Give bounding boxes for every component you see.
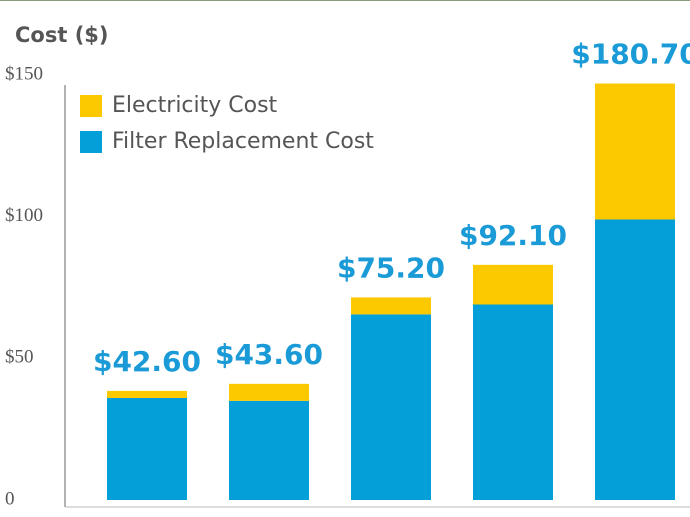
- y-tick-label: 0: [5, 488, 15, 509]
- y-tick-label: $50: [5, 347, 34, 368]
- bar-segment: [229, 383, 309, 401]
- legend-label: Electricity Cost: [112, 93, 278, 118]
- value-label: $75.20: [337, 251, 445, 284]
- legend-swatch: [80, 131, 102, 153]
- bar-segment: [107, 390, 187, 398]
- value-label: $180.70: [571, 38, 690, 71]
- bar-segment: [107, 398, 187, 500]
- y-tick-label: $150: [5, 63, 43, 84]
- legend-label: Filter Replacement Cost: [112, 129, 374, 154]
- bar-segment: [473, 304, 553, 500]
- bar-segment: [595, 219, 675, 500]
- bar-segment: [351, 314, 431, 500]
- bar-segment: [229, 400, 309, 500]
- value-label: $43.60: [215, 338, 323, 371]
- bar-segment: [595, 83, 675, 220]
- y-axis-label: Cost ($): [15, 23, 109, 47]
- value-label: $42.60: [93, 345, 201, 378]
- y-tick-label: $100: [5, 205, 43, 226]
- value-label: $92.10: [459, 219, 567, 252]
- legend-swatch: [80, 95, 102, 117]
- bar-segment: [351, 297, 431, 315]
- bar-segment: [473, 264, 553, 305]
